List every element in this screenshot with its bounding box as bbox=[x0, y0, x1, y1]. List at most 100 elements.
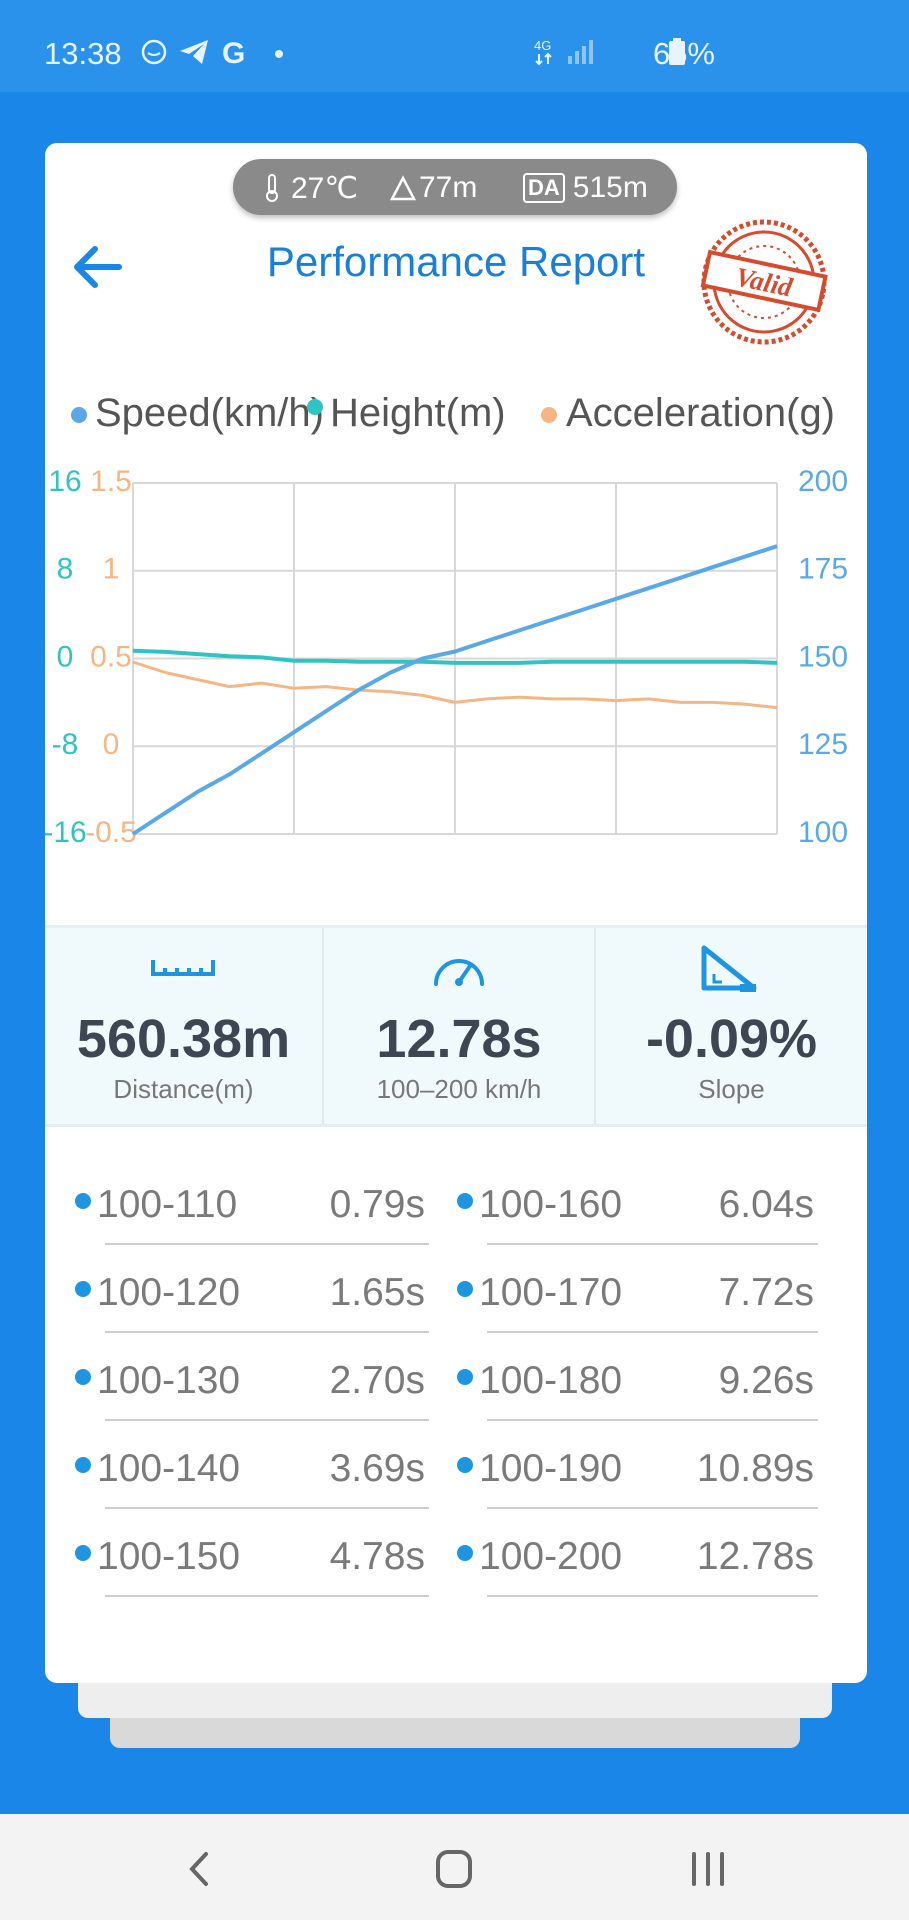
split-bullet-icon bbox=[457, 1281, 473, 1297]
recents-nav-icon[interactable] bbox=[678, 1844, 738, 1894]
split-time: 2.70s bbox=[329, 1359, 425, 1402]
thermometer-icon bbox=[266, 174, 278, 202]
environment-pill: 27℃ 77m DA 515m bbox=[233, 159, 677, 215]
temperature-value: 27℃ bbox=[291, 171, 359, 205]
split-range: 100-110 bbox=[97, 1183, 238, 1226]
acceleration-axis-tick: 0.5 bbox=[90, 640, 132, 673]
speed-axis-tick: 125 bbox=[798, 728, 848, 761]
split-divider bbox=[105, 1243, 429, 1245]
legend-acceleration-label: Acceleration(g) bbox=[566, 391, 836, 435]
split-divider bbox=[487, 1243, 818, 1245]
split-range: 100-200 bbox=[479, 1535, 623, 1578]
split-time: 9.26s bbox=[718, 1359, 814, 1402]
legend-speed-label: Speed(km/h) bbox=[95, 391, 324, 435]
time-label: 100–200 km/h bbox=[376, 1074, 542, 1104]
split-divider bbox=[105, 1595, 429, 1597]
split-time: 7.72s bbox=[718, 1271, 814, 1314]
split-time: 4.78s bbox=[329, 1535, 425, 1578]
legend-height-dot bbox=[307, 399, 323, 415]
split-row: 100-200 12.78s bbox=[457, 1525, 818, 1613]
network-4g-icon: 4G bbox=[534, 38, 552, 66]
alarm-icon bbox=[141, 39, 167, 65]
slope-stat: -0.09% Slope bbox=[596, 928, 867, 1124]
performance-chart: 16 8 0 -8 -16 1.5 1 0.5 0 -0.5 200 175 150 125 100 bbox=[45, 465, 848, 849]
altitude-item: 77m bbox=[389, 171, 477, 205]
split-row: 100-170 7.72s bbox=[457, 1261, 818, 1349]
split-range: 100-180 bbox=[479, 1359, 623, 1402]
split-time: 1.65s bbox=[329, 1271, 425, 1314]
split-range: 100-130 bbox=[97, 1359, 241, 1402]
split-divider bbox=[487, 1595, 818, 1597]
legend-speed-dot bbox=[71, 407, 87, 423]
dot-icon bbox=[275, 50, 283, 58]
status-bar: 13:38 G 4G 65% bbox=[0, 0, 909, 92]
acceleration-axis-tick: -0.5 bbox=[85, 816, 137, 849]
acceleration-axis-tick: 1.5 bbox=[90, 465, 132, 498]
split-range: 100-190 bbox=[479, 1447, 623, 1490]
speed-axis-tick: 175 bbox=[798, 553, 848, 586]
density-altitude-item: DA 515m bbox=[523, 171, 648, 205]
telegram-icon bbox=[180, 40, 208, 64]
speed-axis-tick: 200 bbox=[798, 465, 848, 498]
battery-icon bbox=[669, 38, 685, 65]
density-altitude-value: 515m bbox=[572, 171, 648, 204]
da-badge-icon: DA bbox=[523, 173, 565, 203]
split-bullet-icon bbox=[457, 1545, 473, 1561]
split-row: 100-140 3.69s bbox=[75, 1437, 429, 1525]
legend-acceleration-dot bbox=[541, 407, 557, 423]
page-title: Performance Report bbox=[266, 238, 646, 285]
back-nav-icon[interactable] bbox=[170, 1844, 230, 1894]
split-row: 100-190 10.89s bbox=[457, 1437, 818, 1525]
stats-panel: 560.38m Distance(m) 12.78s 100–200 km/h … bbox=[45, 925, 867, 1127]
split-bullet-icon bbox=[75, 1193, 91, 1209]
split-time: 6.04s bbox=[718, 1183, 814, 1226]
split-bullet-icon bbox=[457, 1457, 473, 1473]
status-time: 13:38 bbox=[44, 36, 122, 71]
stat-divider bbox=[594, 928, 596, 1124]
google-icon: G bbox=[222, 38, 245, 66]
split-range: 100-120 bbox=[97, 1271, 241, 1314]
split-time: 10.89s bbox=[696, 1447, 814, 1490]
mountain-icon bbox=[389, 175, 417, 201]
home-nav-icon[interactable] bbox=[424, 1844, 484, 1894]
back-arrow-icon[interactable] bbox=[63, 231, 133, 301]
split-divider bbox=[105, 1419, 429, 1421]
split-row: 100-120 1.65s bbox=[75, 1261, 429, 1349]
acceleration-axis-tick: 0 bbox=[103, 728, 120, 761]
distance-value: 560.38m bbox=[76, 1009, 291, 1069]
split-row: 100-180 9.26s bbox=[457, 1349, 818, 1437]
split-bullet-icon bbox=[457, 1193, 473, 1209]
chart-legend: Speed(km/h) Height(m) Acceleration(g) bbox=[45, 391, 867, 441]
split-range: 100-140 bbox=[97, 1447, 241, 1490]
speedometer-icon bbox=[434, 959, 484, 986]
signal-icon bbox=[568, 40, 593, 64]
split-range: 100-160 bbox=[479, 1183, 623, 1226]
height-axis-tick: -8 bbox=[52, 728, 79, 761]
split-divider bbox=[105, 1507, 429, 1509]
svg-text:4G: 4G bbox=[534, 38, 551, 53]
valid-stamp: Valid bbox=[700, 219, 828, 345]
time-stat: 12.78s 100–200 km/h bbox=[324, 928, 594, 1124]
split-range: 100-150 bbox=[97, 1535, 241, 1578]
height-axis-tick: -16 bbox=[45, 816, 87, 849]
svg-text:G: G bbox=[222, 38, 245, 66]
split-divider bbox=[487, 1331, 818, 1333]
height-axis-tick: 0 bbox=[57, 640, 74, 673]
split-divider bbox=[105, 1331, 429, 1333]
ruler-icon bbox=[151, 960, 215, 976]
split-bullet-icon bbox=[75, 1369, 91, 1385]
split-divider bbox=[487, 1507, 818, 1509]
slope-icon bbox=[701, 945, 757, 992]
report-card: 27℃ 77m DA 515m Performance Report Valid… bbox=[45, 143, 867, 1683]
stat-divider bbox=[322, 928, 324, 1124]
altitude-value: 77m bbox=[419, 171, 478, 204]
split-bullet-icon bbox=[457, 1369, 473, 1385]
split-row: 100-160 6.04s bbox=[457, 1173, 818, 1261]
split-time: 0.79s bbox=[329, 1183, 425, 1226]
split-row: 100-130 2.70s bbox=[75, 1349, 429, 1437]
slope-label: Slope bbox=[698, 1074, 765, 1104]
system-nav-bar bbox=[0, 1814, 909, 1920]
split-row: 100-150 4.78s bbox=[75, 1525, 429, 1613]
temperature-item: 27℃ bbox=[263, 171, 358, 205]
height-axis-tick: 16 bbox=[48, 465, 81, 498]
